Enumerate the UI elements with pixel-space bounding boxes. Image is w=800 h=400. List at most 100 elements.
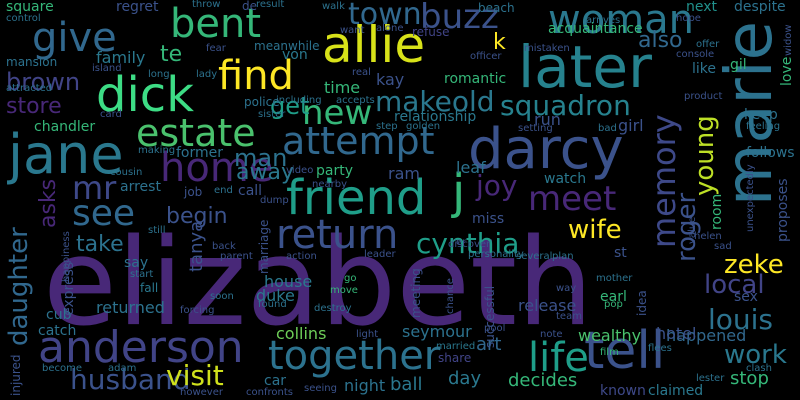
word-idea: idea [635,290,649,316]
word-squadron: squadron [500,89,631,122]
word-store: store [6,94,62,119]
word-zeke: zeke [724,250,784,280]
word-anderson: anderson [38,322,244,373]
word-also: also [638,28,683,53]
word-beach: beach [478,1,515,15]
word-square: square [6,0,54,15]
word-cub: cub [46,307,72,323]
word-collins: collins [276,324,327,343]
word-married: married [436,341,476,352]
word-soon: soon [210,291,234,302]
word-k: k [493,30,506,55]
word-control: control [6,13,41,24]
word-mother: mother [596,273,633,284]
word-however: however [180,387,223,398]
word-allie: allie [322,16,426,74]
word-party: party [316,163,353,179]
word-meanwhile: meanwhile [254,39,320,53]
word-note: note [540,329,563,340]
word-romantic: romantic [444,71,507,87]
word-brown: brown [6,68,81,96]
word-dick: dick [96,67,194,123]
word-become: become [42,363,83,374]
word-house: house [264,272,313,291]
word-take: take [76,232,124,257]
word-attracted: attracted [6,83,53,94]
word-bent: bent [170,1,262,47]
word-girl: girl [618,116,644,135]
word-forcing: forcing [180,305,215,316]
word-get: get [270,92,310,120]
word-sister: sister [258,109,286,120]
word-found: found [258,299,287,310]
word-pop: pop [604,299,623,310]
word-film: film [600,347,619,358]
word-begin: begin [166,204,228,229]
word-joy: joy [476,169,518,202]
word-meeting: meeting [409,268,423,318]
word-release: release [518,296,577,315]
word-seeing: seeing [304,383,337,394]
word-relationship: relationship [394,109,477,125]
word-te: te [160,42,183,67]
word-returned: returned [96,298,165,317]
word-including: including [276,95,322,106]
word-walk: walk [322,1,345,12]
word-woman: woman [548,0,695,43]
word-several: several [516,251,553,262]
word-see: see [72,193,136,234]
word-kay: kay [376,70,405,89]
word-making: making [138,145,176,156]
word-de: de [242,0,257,13]
word-way: way [556,283,577,294]
word-claimed: claimed [648,383,704,399]
word-back: back [212,241,236,252]
word-plan: plan [552,251,574,262]
word-despite: despite [734,0,786,15]
word-life: life [528,335,589,381]
word-personality: personality [468,249,524,260]
word-er: er [456,237,467,248]
word-offer: offer [696,39,720,50]
word-elizabeth: elizabeth [43,214,594,353]
word-away: away [236,160,294,185]
word-car: car [264,373,287,389]
word-action: action [286,251,317,262]
word-console: console [676,49,715,60]
word-dump: dump [260,195,289,206]
word-adam: adam [108,363,137,374]
word-return: return [276,212,399,258]
word-like: like [692,61,717,77]
word-catch: catch [38,323,77,339]
word-arrest: arrest [120,179,161,195]
word-long: long [148,69,170,80]
word-wife: wife [568,215,622,245]
word-video: video [286,165,314,176]
word-cynthia: cynthia [416,227,520,260]
word-town: town [348,0,422,32]
word-new: new [302,93,373,133]
word-happened: happened [666,326,747,345]
word-hope: hope [676,13,701,24]
word-watch: watch [544,171,587,187]
word-chance: chance [445,278,456,314]
word-young: young [690,115,720,196]
word-step: step [376,121,398,132]
word-golden: golden [406,121,441,132]
word-wealthy: wealthy [578,326,642,345]
word-asks: asks [36,178,61,228]
word-stop: stop [730,368,769,389]
word-injured: injured [9,354,23,396]
word-work: work [724,340,787,370]
word-team: team [556,311,582,322]
word-successful: successful [483,285,497,348]
word-accepts: accepts [336,95,375,106]
word-arrives: arrives [586,15,621,26]
word-seymour: seymour [402,322,472,341]
word-result: result [256,0,285,10]
word-bad: bad [598,123,617,134]
word-still: still [148,225,166,236]
word-real: real [352,67,371,78]
word-feeling: feeling [746,121,781,132]
word-move: move [330,285,358,296]
